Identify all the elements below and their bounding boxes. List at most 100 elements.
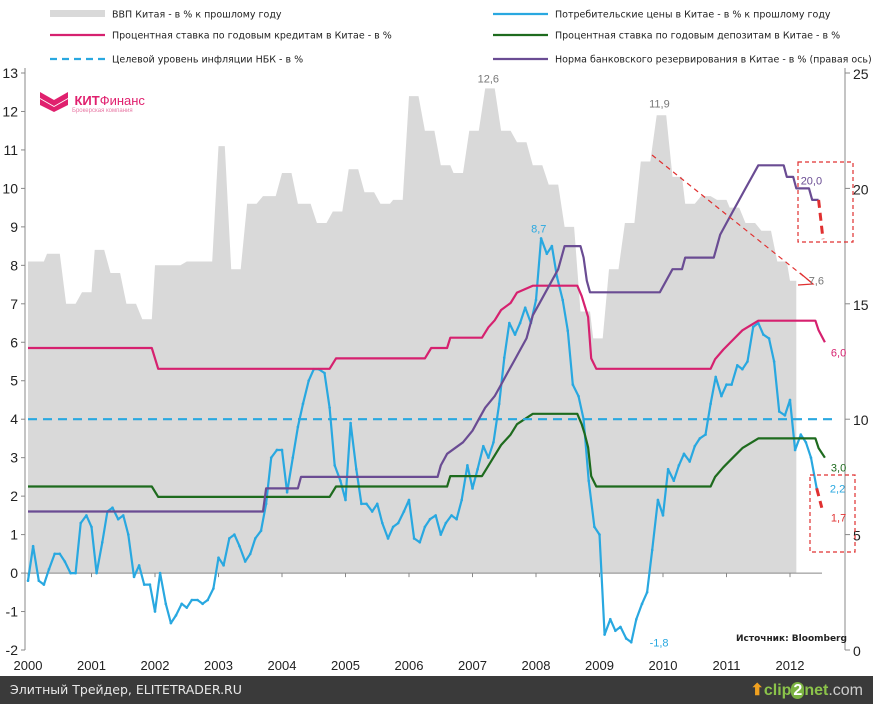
series-line [28, 284, 826, 370]
cpi-point [450, 514, 453, 517]
source-note: Источник: Bloomberg [736, 634, 847, 644]
cpi-point [508, 321, 511, 325]
cpi-point [762, 333, 765, 336]
cpi-point [31, 544, 35, 548]
cpi-point [100, 540, 104, 544]
legend-label: Потребительские цены в Китае - в % к про… [555, 10, 831, 21]
cpi-point [614, 629, 617, 633]
data-label: 6,0 [831, 347, 846, 359]
cpi-point [523, 306, 527, 309]
data-label: 7,6 [809, 276, 824, 288]
legend-label: ВВП Китая - в % к прошлому году [112, 10, 282, 21]
cpi-point [656, 498, 660, 502]
cpi-point [751, 325, 755, 329]
cpi-point [174, 614, 178, 617]
left-tick-label: 11 [3, 142, 18, 158]
gdp-trend-arrow [651, 154, 813, 284]
legend-item: Целевой уровень инфляции НБК - в % [50, 55, 303, 66]
cpi-point [121, 514, 125, 517]
series-line [28, 412, 826, 498]
cpi-point [212, 587, 215, 590]
data-label: 8,7 [531, 223, 546, 235]
cpi-point [635, 617, 638, 621]
cpi-point [85, 514, 88, 517]
left-tick-label: 13 [2, 65, 18, 81]
cpi-point [233, 533, 236, 536]
cpi-point [666, 467, 670, 471]
cpi-point [328, 406, 331, 409]
legend-label: Процентная ставка по годовым кредитам в … [112, 31, 392, 42]
annotations-layer: 12,6 11,9 7,6 8,7 -1,8 20,0 6,0 3,0 2,2 1,7 [478, 73, 847, 649]
cpi-point [53, 552, 56, 556]
right-tick-label: 20 [853, 181, 869, 197]
footer-caption: Элитный Трейдер, ELITETRADER.RU [10, 682, 242, 697]
legend-item: Процентная ставка по годовым кредитам в … [50, 31, 392, 42]
cpi-point [243, 560, 247, 563]
right-tick-label: 0 [853, 643, 861, 659]
left-tick-label: 5 [10, 373, 18, 389]
legend-item: Потребительские цены в Китае - в % к про… [493, 10, 831, 21]
x-tick-label: 2009 [585, 658, 614, 673]
cpi-point [704, 433, 707, 436]
cpi-point [370, 510, 374, 513]
cpi-point [402, 510, 406, 513]
cpi-point [354, 467, 358, 471]
left-tick-label: 1 [10, 527, 18, 543]
cpi-point [196, 598, 199, 602]
cpi-point [158, 571, 162, 575]
cpi-point [349, 421, 352, 425]
cpi-point [381, 521, 384, 525]
cpi-point [301, 402, 305, 406]
cpi-point [629, 641, 633, 644]
series-line [817, 199, 825, 240]
cpi-point [423, 525, 427, 529]
x-tick-label: 2007 [458, 658, 487, 673]
cpi-point [148, 583, 152, 586]
cpi-point [693, 444, 697, 448]
series-line [28, 164, 819, 513]
cpi-point [206, 598, 210, 602]
cpi-point [587, 479, 591, 483]
cpi-point [111, 506, 114, 509]
x-tick-label: 2003 [204, 658, 233, 673]
logo-chevron-icon [40, 92, 68, 112]
cpi-point [391, 525, 395, 529]
cpi-point [661, 514, 665, 517]
cpi-point [201, 602, 204, 606]
cpi-point [603, 633, 606, 636]
cpi-point [58, 552, 62, 556]
cpi-point [709, 402, 712, 406]
cpi-point [190, 598, 194, 602]
cpi-point [360, 502, 363, 506]
forecast-box-cpi [809, 474, 856, 553]
left-tick-label: 10 [2, 180, 18, 196]
series-lines-layer [26, 164, 835, 644]
upload-arrow-icon: ⬆ [750, 682, 764, 699]
cpi-point [344, 498, 347, 502]
cpi-point [539, 237, 543, 240]
cpi-point [69, 571, 72, 575]
cpi-point [793, 448, 797, 452]
clip2net-brand[interactable]: ⬆clip 2 net.com [750, 682, 863, 699]
left-tick-label: 0 [10, 565, 18, 581]
cpi-point [720, 394, 723, 398]
cpi-point [487, 456, 490, 459]
cpi-point [217, 556, 220, 559]
cpi-point [37, 579, 41, 583]
x-tick-label: 2005 [331, 658, 360, 673]
legend-item: ВВП Китая - в % к прошлому году [50, 10, 282, 21]
cpi-point [90, 525, 93, 529]
cpi-point [439, 533, 443, 536]
cpi-point [444, 521, 448, 525]
cpi-point [555, 275, 559, 279]
cpi-point [169, 621, 173, 625]
cpi-point [767, 337, 771, 340]
cpi-point [339, 479, 342, 483]
cpi-point [598, 533, 601, 536]
cpi-point [185, 606, 189, 609]
right-tick-label: 10 [853, 412, 869, 428]
cpi-point [783, 414, 787, 417]
cpi-point [772, 360, 776, 363]
cpi-point [492, 440, 495, 444]
cpi-point [285, 490, 289, 494]
